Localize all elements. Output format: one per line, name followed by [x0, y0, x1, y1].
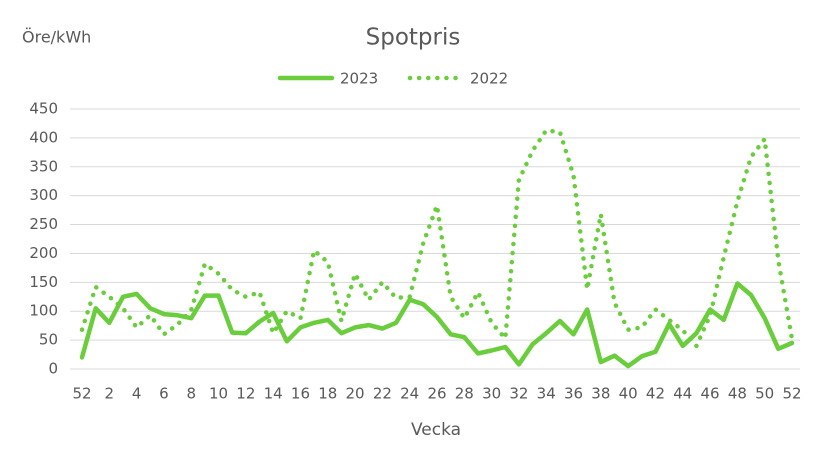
- legend-label: 2022: [470, 70, 508, 88]
- x-tick-label: 46: [701, 385, 720, 403]
- x-tick-label: 48: [728, 385, 747, 403]
- x-tick-label: 52: [72, 385, 91, 403]
- series-line: [79, 281, 795, 369]
- y-tick-label: 300: [29, 186, 58, 204]
- x-tick-label: 26: [427, 385, 446, 403]
- x-tick-label: 50: [755, 385, 774, 403]
- y-tick-label: 50: [39, 331, 58, 349]
- x-tick-label: 32: [509, 385, 528, 403]
- y-tick-label: 200: [29, 244, 58, 262]
- x-tick-label: 36: [564, 385, 583, 403]
- x-tick-label: 24: [400, 385, 419, 403]
- y-tick-label: 100: [29, 302, 58, 320]
- x-tick-label: 14: [264, 385, 283, 403]
- x-tick-label: 16: [291, 385, 310, 403]
- x-tick-label: 4: [132, 385, 142, 403]
- x-tick-label: 52: [782, 385, 801, 403]
- x-tick-label: 38: [591, 385, 610, 403]
- x-axis-label: Vecka: [411, 420, 461, 440]
- y-tick-label: 250: [29, 215, 58, 233]
- x-tick-label: 40: [619, 385, 638, 403]
- legend-label: 2023: [340, 70, 378, 88]
- x-tick-label: 30: [482, 385, 501, 403]
- y-tick-label: 400: [29, 128, 58, 146]
- x-tick-label: 44: [673, 385, 692, 403]
- chart-title: Spotpris: [366, 25, 461, 51]
- series-line: [79, 128, 795, 349]
- x-tick-label: 12: [236, 385, 255, 403]
- x-tick-label: 22: [373, 385, 392, 403]
- x-tick-label: 10: [209, 385, 228, 403]
- y-tick-label: 450: [29, 100, 58, 118]
- x-tick-label: 28: [455, 385, 474, 403]
- y-tick-label: 350: [29, 157, 58, 175]
- x-tick-label: 42: [646, 385, 665, 403]
- x-tick-label: 20: [346, 385, 365, 403]
- x-tick-label: 18: [318, 385, 337, 403]
- y-tick-label: 0: [48, 360, 58, 378]
- x-tick-label: 8: [186, 385, 196, 403]
- y-axis-label: Öre/kWh: [22, 28, 91, 47]
- x-tick-label: 6: [159, 385, 169, 403]
- x-tick-label: 2: [105, 385, 115, 403]
- y-tick-label: 150: [29, 273, 58, 291]
- x-tick-label: 34: [537, 385, 556, 403]
